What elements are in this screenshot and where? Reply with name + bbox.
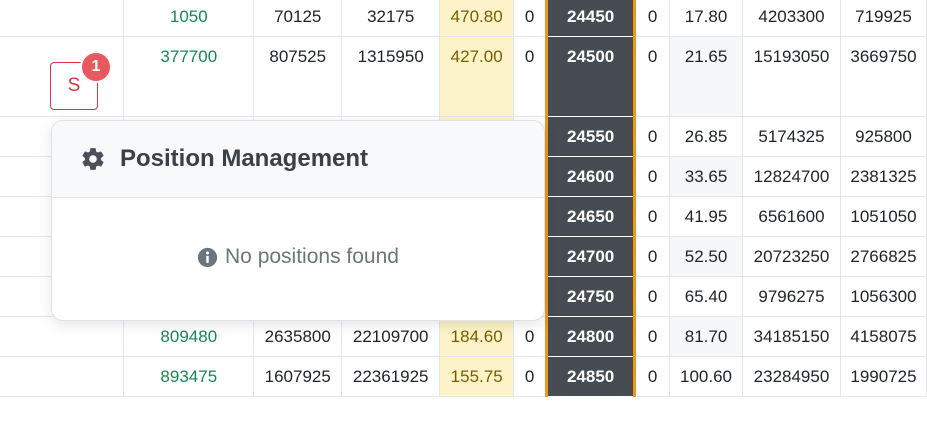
call-ltp-cell: 470.80 <box>439 0 515 37</box>
put-zero-cell: 0 <box>634 276 671 317</box>
call-value-cell: 22109700 <box>341 316 441 357</box>
strike-cell[interactable]: 24700 <box>545 236 637 277</box>
chain-row-24850[interactable]: 893475 1607925 22361925 155.75 0 24850 0… <box>0 356 927 397</box>
strike-cell[interactable]: 24800 <box>545 316 637 357</box>
put-value-cell: 3669750 <box>839 36 927 117</box>
call-oi-cell: 377700 <box>123 36 255 117</box>
put-value-cell: 5174325 <box>742 116 841 157</box>
put-value-cell: 925800 <box>839 116 927 157</box>
put-value-cell: 9796275 <box>742 276 841 317</box>
call-oi-cell: 1050 <box>123 0 255 37</box>
position-management-panel: Position Management No positions found <box>51 120 545 321</box>
call-oi-cell: 893475 <box>123 356 255 397</box>
put-value-cell: 1051050 <box>839 196 927 237</box>
strike-cell[interactable]: 24450 <box>545 0 637 37</box>
put-ltp-cell: 52.50 <box>669 236 743 277</box>
put-value-cell: 6561600 <box>742 196 841 237</box>
put-value-cell: 1990725 <box>839 356 927 397</box>
put-zero-cell: 0 <box>634 236 671 277</box>
put-value-cell: 2766825 <box>839 236 927 277</box>
put-value-cell: 23284950 <box>742 356 841 397</box>
strike-cell[interactable]: 24500 <box>545 36 637 117</box>
strike-cell[interactable]: 24850 <box>545 356 637 397</box>
put-ltp-cell: 65.40 <box>669 276 743 317</box>
row-spacer <box>0 316 125 357</box>
strike-cell[interactable]: 24650 <box>545 196 637 237</box>
put-ltp-cell: 26.85 <box>669 116 743 157</box>
panel-title: Position Management <box>120 145 369 172</box>
chain-row-24450[interactable]: 1050 70125 32175 470.80 0 24450 0 17.80 … <box>0 0 927 37</box>
call-value-cell: 1607925 <box>253 356 343 397</box>
put-zero-cell: 0 <box>634 196 671 237</box>
call-zero-cell: 0 <box>513 316 548 357</box>
put-value-cell: 4203300 <box>742 0 841 37</box>
put-zero-cell: 0 <box>634 316 671 357</box>
call-value-cell: 32175 <box>341 0 441 37</box>
panel-body: No positions found <box>52 198 544 320</box>
chain-row-24800[interactable]: 809480 2635800 22109700 184.60 0 24800 0… <box>0 316 927 357</box>
put-value-cell: 34185150 <box>742 316 841 357</box>
call-value-cell: 70125 <box>253 0 343 37</box>
put-zero-cell: 0 <box>634 116 671 157</box>
row-spacer <box>0 356 125 397</box>
call-zero-cell: 0 <box>513 0 548 37</box>
put-zero-cell: 0 <box>634 156 671 197</box>
chain-row-24500[interactable]: 377700 807525 1315950 427.00 0 24500 0 2… <box>0 36 927 117</box>
put-ltp-cell: 21.65 <box>669 36 743 117</box>
put-value-cell: 15193050 <box>742 36 841 117</box>
call-ltp-cell: 427.00 <box>439 36 515 117</box>
empty-state: No positions found <box>197 245 399 269</box>
put-value-cell: 2381325 <box>839 156 927 197</box>
strike-cell[interactable]: 24550 <box>545 116 637 157</box>
s-button-label: S <box>67 75 81 96</box>
gear-icon <box>80 146 106 172</box>
put-ltp-cell: 17.80 <box>669 0 743 37</box>
put-zero-cell: 0 <box>634 356 671 397</box>
put-ltp-cell: 41.95 <box>669 196 743 237</box>
call-ltp-cell: 184.60 <box>439 316 515 357</box>
call-value-cell: 22361925 <box>341 356 441 397</box>
put-value-cell: 20723250 <box>742 236 841 277</box>
put-value-cell: 1056300 <box>839 276 927 317</box>
row-spacer <box>0 0 125 37</box>
call-value-cell: 1315950 <box>341 36 441 117</box>
empty-message: No positions found <box>225 245 399 268</box>
put-value-cell: 719925 <box>839 0 927 37</box>
info-icon <box>197 247 218 268</box>
call-zero-cell: 0 <box>513 356 548 397</box>
call-oi-cell: 809480 <box>123 316 255 357</box>
put-value-cell: 4158075 <box>839 316 927 357</box>
call-ltp-cell: 155.75 <box>439 356 515 397</box>
call-value-cell: 2635800 <box>253 316 343 357</box>
put-ltp-cell: 33.65 <box>669 156 743 197</box>
put-ltp-cell: 100.60 <box>669 356 743 397</box>
call-zero-cell: 0 <box>513 36 548 117</box>
call-value-cell: 807525 <box>253 36 343 117</box>
strike-cell[interactable]: 24600 <box>545 156 637 197</box>
put-zero-cell: 0 <box>634 0 671 37</box>
put-zero-cell: 0 <box>634 36 671 117</box>
put-ltp-cell: 81.70 <box>669 316 743 357</box>
strike-cell[interactable]: 24750 <box>545 276 637 317</box>
panel-header: Position Management <box>52 121 544 198</box>
notification-badge: 1 <box>80 51 112 83</box>
put-value-cell: 12824700 <box>742 156 841 197</box>
